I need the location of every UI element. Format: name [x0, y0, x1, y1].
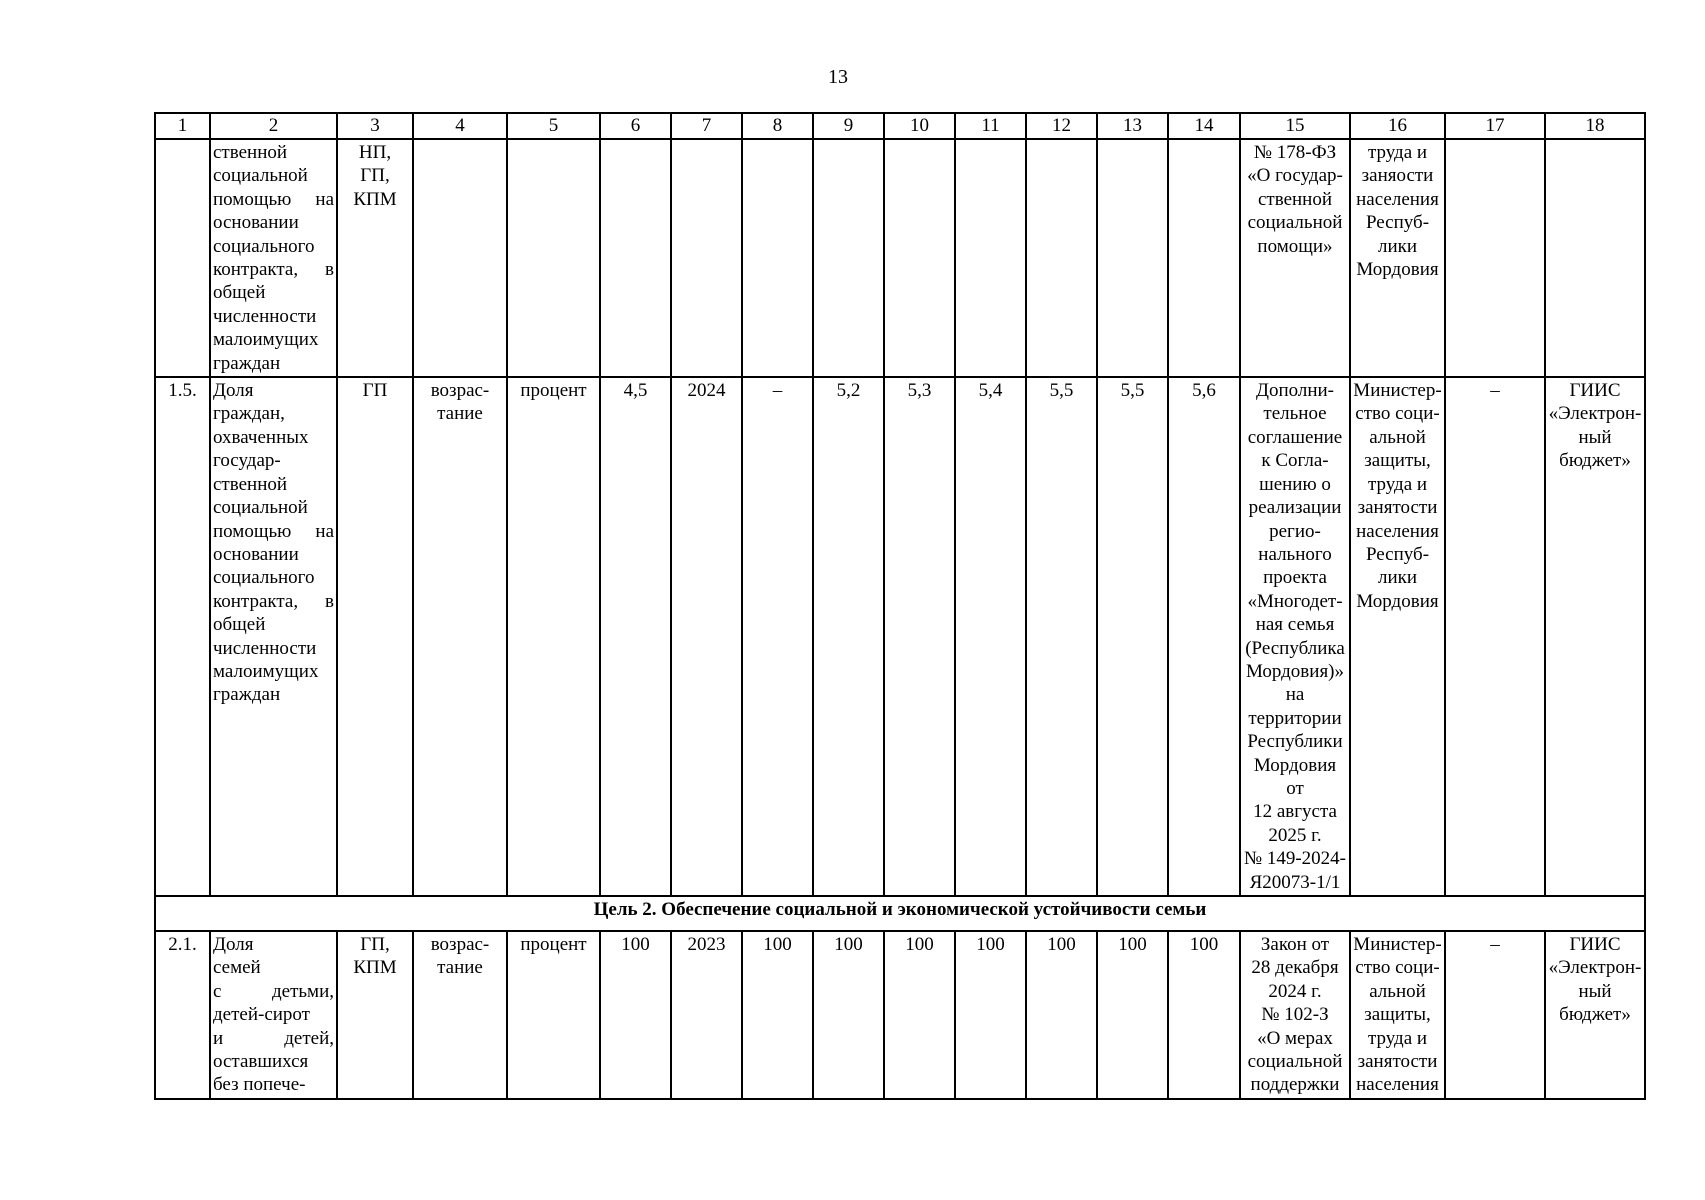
table-cell: [154, 137, 211, 379]
column-header: 17: [1444, 112, 1546, 140]
table-cell: [1444, 137, 1546, 379]
table-cell-value: 5,6: [1167, 376, 1241, 897]
column-header: 13: [1096, 112, 1169, 140]
column-header: 6: [599, 112, 672, 140]
column-number-row: 1 2 3 4 5 6 7 8 9 10 11 12 13 14 15 16 1…: [154, 112, 1646, 140]
table-cell: возрас- тание: [412, 930, 508, 1100]
table-cell: –: [1444, 930, 1546, 1100]
table-cell-unit: процент: [506, 376, 601, 897]
page-number: 13: [828, 66, 848, 88]
column-header: 12: [1025, 112, 1098, 140]
table-row-continuation: ственной социальной помощью на основании соц…: [154, 137, 1646, 379]
table-cell: [741, 137, 814, 379]
table-cell-year: 2023: [670, 930, 743, 1100]
table-cell-index: 2.1.: [154, 930, 211, 1100]
table-cell: –: [1444, 376, 1546, 897]
column-header: 1: [154, 112, 211, 140]
table-cell-year: 2024: [670, 376, 743, 897]
table-cell: [412, 137, 508, 379]
table-cell-unit: процент: [506, 930, 601, 1100]
column-header: 5: [506, 112, 601, 140]
column-header: 3: [336, 112, 414, 140]
column-header: 14: [1167, 112, 1241, 140]
table-cell-value: 4,5: [599, 376, 672, 897]
table-cell: [812, 137, 885, 379]
table-cell: [1025, 137, 1098, 379]
section-header-row: Цель 2. Обеспечение социальной и экономи…: [154, 895, 1646, 932]
column-header: 11: [954, 112, 1027, 140]
table-cell-value: 100: [1096, 930, 1169, 1100]
column-header: 8: [741, 112, 814, 140]
table-cell-info-system: ГИИС «Электрон- ный бюджет»: [1544, 376, 1646, 897]
table-cell-value: 100: [812, 930, 885, 1100]
table-cell-legal-basis: Закон от 28 декабря 2024 г. № 102-З «О м…: [1239, 930, 1351, 1100]
table-cell-responsible: труда и заняости населения Респуб- лики …: [1349, 137, 1446, 379]
table-cell: возрас- тание: [412, 376, 508, 897]
table-cell: [599, 137, 672, 379]
table-cell: [670, 137, 743, 379]
column-header: 16: [1349, 112, 1446, 140]
table-cell-legal-basis: № 178-ФЗ «О государ- ственной социальной…: [1239, 137, 1351, 379]
table-cell: [1544, 137, 1646, 379]
table-cell-index: 1.5.: [154, 376, 211, 897]
table-cell-legal-basis: Дополни- тельное соглашение к Согла- шен…: [1239, 376, 1351, 897]
table-cell: [506, 137, 601, 379]
column-header: 9: [812, 112, 885, 140]
indicators-table: 1 2 3 4 5 6 7 8 9 10 11 12 13 14 15 16 1…: [154, 112, 1646, 1100]
table-cell: [954, 137, 1027, 379]
table-cell-responsible: Министер- ство соци- альной защиты, труд…: [1349, 930, 1446, 1100]
table-cell: НП, ГП, КПМ: [336, 137, 414, 379]
table-cell-value: –: [741, 376, 814, 897]
table-cell-indicator: ственной социальной помощью на основании соц…: [209, 137, 338, 379]
table-row-1-5: 1.5. Доля граждан, охваченных государ-ствен…: [154, 376, 1646, 897]
table-cell: [883, 137, 956, 379]
table-cell-indicator: Доля граждан, охваченных государ-ственной со…: [209, 376, 338, 897]
table-cell-value: 100: [883, 930, 956, 1100]
table-cell-value: 100: [954, 930, 1027, 1100]
column-header: 4: [412, 112, 508, 140]
table-cell: ГП, КПМ: [336, 930, 414, 1100]
table-cell-value: 5,5: [1096, 376, 1169, 897]
column-header: 18: [1544, 112, 1646, 140]
table-cell-responsible: Министер- ство соци- альной защиты, труд…: [1349, 376, 1446, 897]
column-header: 15: [1239, 112, 1351, 140]
table-cell-value: 100: [1025, 930, 1098, 1100]
column-header: 2: [209, 112, 338, 140]
column-header: 10: [883, 112, 956, 140]
table-cell-value: 5,4: [954, 376, 1027, 897]
table-cell: [1167, 137, 1241, 379]
table-cell-value: 5,3: [883, 376, 956, 897]
table-cell-info-system: ГИИС «Электрон- ный бюджет»: [1544, 930, 1646, 1100]
table-cell-value: 5,5: [1025, 376, 1098, 897]
table-cell: [1096, 137, 1169, 379]
table-cell-value: 100: [1167, 930, 1241, 1100]
table-cell-indicator: Доля семей с детьми, детей-сирот и детей, ост…: [209, 930, 338, 1100]
table-cell: ГП: [336, 376, 414, 897]
table-cell-value: 5,2: [812, 376, 885, 897]
table-cell-value: 100: [741, 930, 814, 1100]
column-header: 7: [670, 112, 743, 140]
table-row-2-1: 2.1. Доля семей с детьми, детей-сирот и дете…: [154, 930, 1646, 1100]
table-cell-value: 100: [599, 930, 672, 1100]
section-header: Цель 2. Обеспечение социальной и экономи…: [154, 895, 1646, 932]
